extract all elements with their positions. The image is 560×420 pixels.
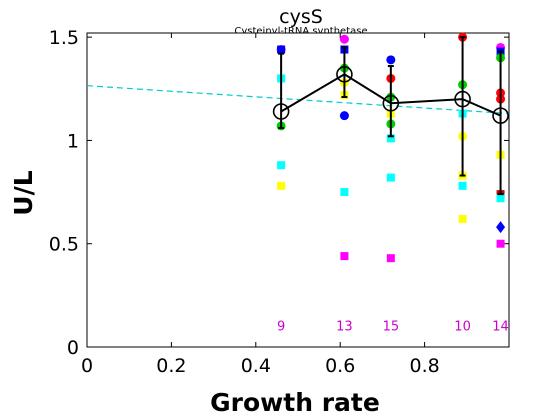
data-point (458, 214, 467, 223)
axis-ticks: 0 0.2 0.4 0.6 0.8 0 0.5 1 1.5 (49, 27, 509, 377)
x-axis-label: Growth rate (210, 388, 380, 417)
mean-series (272, 36, 509, 196)
chart-subtitle: Cysteinyl-tRNA synthetase (234, 26, 367, 37)
data-point (496, 221, 506, 234)
x-tick-label: 0.8 (409, 355, 439, 377)
data-point (277, 161, 286, 170)
data-point (386, 173, 395, 182)
data-point (386, 134, 395, 143)
mean-marker (492, 107, 509, 124)
x-tick-label: 0.4 (241, 355, 271, 377)
mean-marker (382, 94, 400, 112)
trend-line (86, 85, 510, 115)
trend-line-segment (86, 85, 510, 115)
x-tick-label: 0 (81, 355, 93, 377)
data-point (496, 239, 505, 248)
data-point (458, 181, 467, 190)
y-tick-label: 1.5 (49, 27, 79, 49)
data-point (277, 45, 286, 54)
data-point (496, 194, 505, 203)
count-label: 13 (336, 319, 353, 334)
chart-title: cysS (279, 6, 323, 28)
mean-marker (336, 66, 353, 83)
data-point (386, 254, 395, 263)
y-tick-label: 0 (67, 337, 79, 359)
count-label: 15 (383, 319, 400, 334)
data-point (386, 55, 396, 65)
sample-counts: 9 13 15 10 14 (277, 319, 509, 334)
data-point (339, 111, 349, 121)
y-axis-label: U/L (9, 170, 38, 215)
data-point (340, 252, 349, 261)
mean-marker (454, 90, 471, 108)
x-tick-label: 0.2 (156, 355, 186, 377)
count-label: 14 (492, 319, 509, 334)
y-tick-label: 1 (67, 130, 79, 152)
plot-area (86, 32, 510, 348)
count-label: 10 (454, 319, 471, 334)
data-point (340, 188, 349, 197)
x-tick-label: 0.6 (325, 355, 355, 377)
data-point (339, 34, 349, 44)
data-point (277, 181, 286, 190)
count-label: 9 (277, 319, 285, 334)
mean-line (280, 73, 501, 117)
y-tick-label: 0.5 (49, 234, 79, 256)
mean-marker (272, 103, 290, 120)
